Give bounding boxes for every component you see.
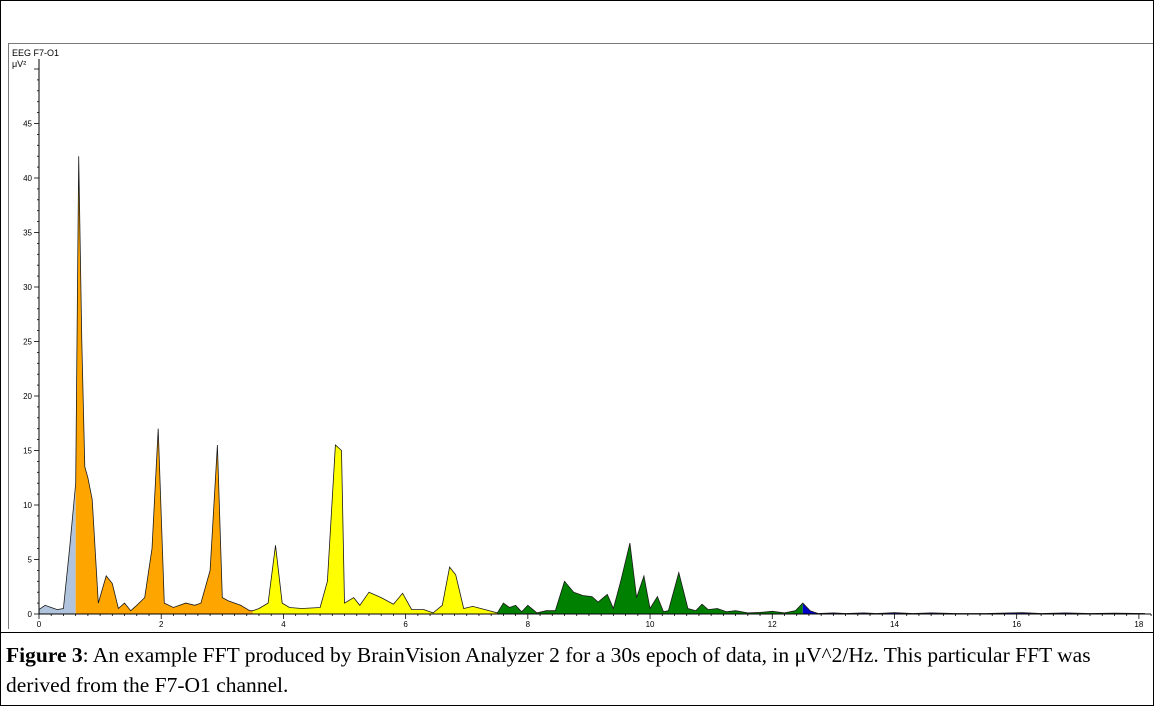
x-tick-label: 10: [646, 620, 655, 629]
figure-caption: Figure 3: An example FFT produced by Bra…: [6, 640, 1146, 700]
y-tick-label: 35: [23, 229, 32, 238]
spectrum-outline: [38, 156, 1146, 614]
x-tick-label: 4: [281, 620, 286, 629]
x-tick-label: 14: [890, 620, 899, 629]
caption-text: : An example FFT produced by BrainVision…: [6, 643, 1091, 697]
fft-chart: EEG F7-O1 μV² 0 5 10 15 20 25 30 35 40 45 0 2 4 6 8 10 1…: [12, 48, 1152, 629]
x-tick-label: 12: [768, 620, 777, 629]
y-tick-label: 15: [23, 447, 32, 456]
y-tick-label: 10: [23, 501, 32, 510]
band-area-theta: [252, 445, 498, 614]
y-unit-label: μV²: [12, 59, 26, 69]
y-tick-label: 5: [28, 556, 33, 565]
y-tick-label: 40: [23, 174, 32, 183]
y-tick-label: 0: [28, 610, 33, 619]
x-tick-label: 18: [1134, 620, 1143, 629]
x-tick-label: 0: [37, 620, 42, 629]
band-area-delta: [75, 156, 253, 614]
y-tick-label: 45: [23, 120, 32, 129]
y-tick-label: 25: [23, 338, 32, 347]
caption-separator: [0, 632, 1154, 633]
y-tick-label: 30: [23, 283, 32, 292]
chart-panel: EEG F7-O1 μV² 0 5 10 15 20 25 30 35 40 45 0 2 4 6 8 10 1…: [8, 43, 1154, 629]
band-area-alpha: [497, 543, 803, 614]
x-tick-label: 16: [1012, 620, 1021, 629]
x-tick-label: 6: [403, 620, 408, 629]
channel-label: EEG F7-O1: [12, 48, 59, 58]
caption-label: Figure 3: [6, 643, 83, 667]
x-tick-label: 2: [159, 620, 164, 629]
y-tick-label: 20: [23, 392, 32, 401]
x-tick-label: 8: [526, 620, 531, 629]
